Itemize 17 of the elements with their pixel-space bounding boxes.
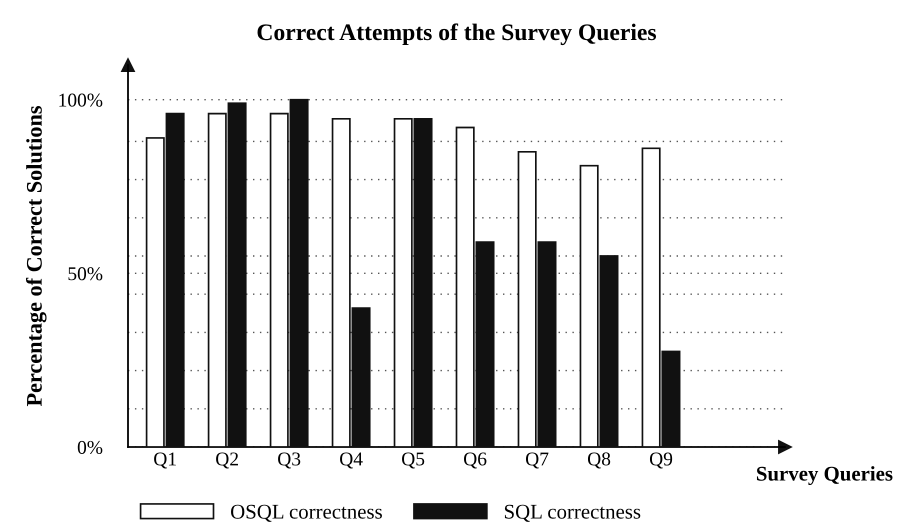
x-tick-label: Q1 (154, 452, 176, 469)
y-tick-label: 50% (68, 267, 102, 280)
x-tick-label: Q7 (526, 452, 548, 469)
x-tick-label: Q6 (464, 452, 486, 469)
chart-title: Correct Attempts of the Survey Queries (258, 23, 656, 46)
x-tick-label: Q8 (588, 452, 610, 469)
x-tick-label: Q2 (216, 452, 238, 469)
x-axis-title: Survey Queries (756, 466, 892, 486)
x-tick-label: Q3 (278, 452, 300, 469)
y-axis-title: Percentage of Correct Solutions (26, 106, 47, 406)
x-tick-label: Q9 (650, 452, 672, 469)
y-tick-label: 100% (59, 94, 102, 107)
x-tick-label: Q5 (402, 452, 424, 469)
y-tick-label: 0% (78, 440, 102, 454)
x-tick-label: Q4 (340, 452, 363, 469)
legend-label: SQL correctness (504, 504, 640, 522)
legend-label: OSQL correctness (231, 504, 382, 522)
